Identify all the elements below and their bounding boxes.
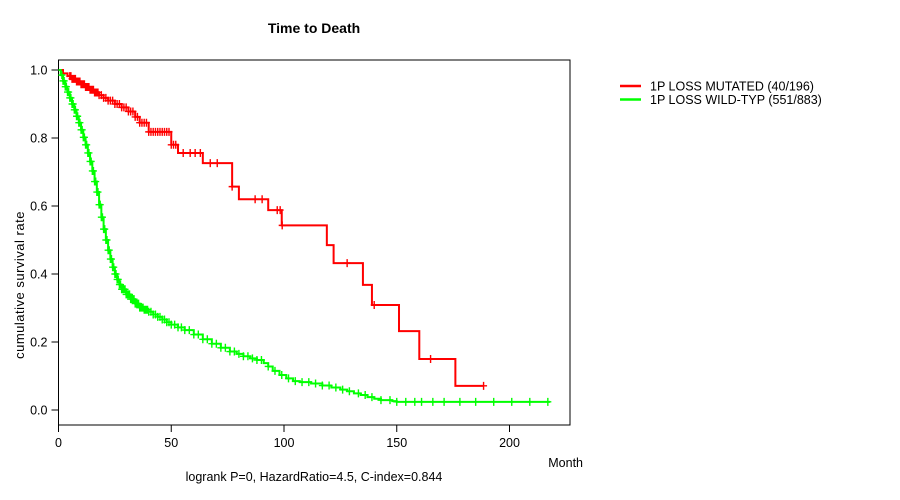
legend-label-wildtype: 1P LOSS WILD-TYP (551/883): [650, 93, 822, 107]
y-tick-label: 0.4: [30, 268, 47, 282]
y-tick-label: 0.2: [30, 336, 47, 350]
survival-curve-1: [58, 69, 551, 403]
plot-generated-layer: 0 50 100 150 200 0.0 0.2 0.4 0.6 0.8 1.0: [30, 64, 552, 450]
chart-title: Time to Death: [268, 20, 360, 36]
y-tick-label: 0.8: [30, 132, 47, 146]
x-tick-label: 100: [274, 436, 295, 450]
y-tick-label: 0.6: [30, 200, 47, 214]
censor-marks-0: [66, 72, 488, 390]
y-tick-label: 0.0: [30, 404, 47, 418]
survival-curve-0: [58, 69, 484, 387]
y-axis-title: cumulative survival rate: [12, 211, 27, 359]
y-tick-label: 1.0: [30, 64, 47, 78]
x-tick-label: 150: [386, 436, 407, 450]
censor-marks-1: [58, 71, 552, 406]
x-tick-label: 50: [164, 436, 178, 450]
plot-box: [58, 59, 571, 426]
stats-caption: logrank P=0, HazardRatio=4.5, C-index=0.…: [186, 470, 443, 484]
legend-label-mutated: 1P LOSS MUTATED (40/196): [650, 80, 814, 94]
x-axis-title: Month: [548, 456, 583, 470]
x-tick-label: 200: [499, 436, 520, 450]
x-tick-label: 0: [55, 436, 62, 450]
legend: 1P LOSS MUTATED (40/196) 1P LOSS WILD-TY…: [620, 80, 822, 107]
